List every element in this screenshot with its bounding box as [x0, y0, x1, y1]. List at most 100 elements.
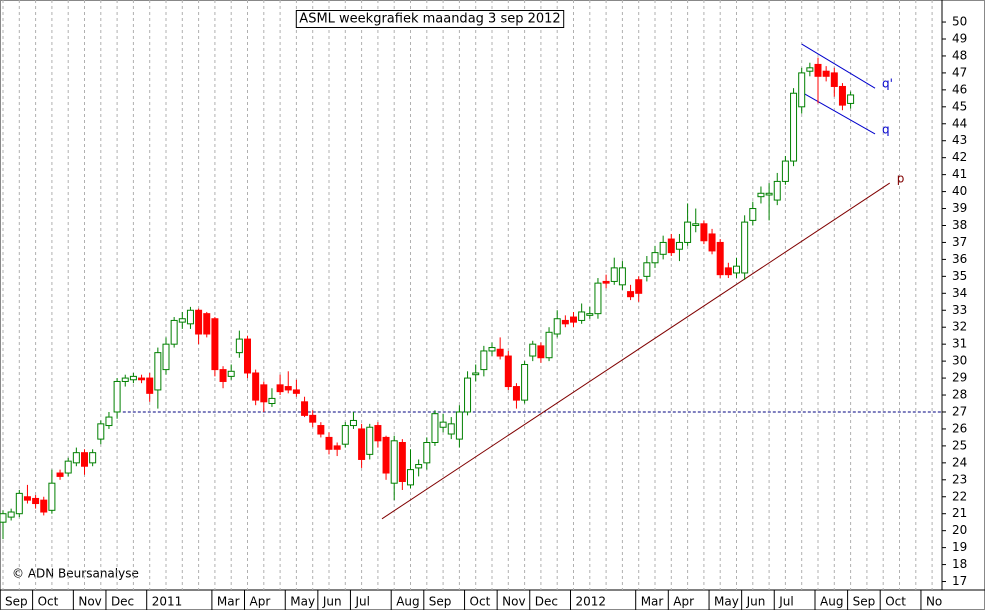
candle-body: [504, 355, 512, 388]
y-tick-label: 27: [952, 404, 967, 418]
trend-label: q: [882, 122, 890, 136]
footer: © ADN Beursanalyse: [12, 567, 139, 581]
y-tick-label: 28: [952, 388, 967, 402]
candle-body: [570, 316, 577, 323]
y-tick-label: 38: [952, 218, 967, 232]
y-tick-label: 49: [952, 31, 967, 45]
candle-body: [138, 377, 146, 381]
y-tick-label: 50: [952, 15, 967, 29]
candle-body: [301, 401, 309, 416]
candle-body: [72, 452, 80, 464]
y-tick-label: 22: [952, 489, 967, 503]
x-tick-label: Apr: [673, 595, 694, 609]
candle-body: [545, 331, 553, 359]
candle-body: [154, 352, 162, 391]
candle-body: [7, 511, 15, 518]
candle-body: [651, 252, 659, 264]
candle-body: [529, 343, 537, 357]
candle-body: [724, 267, 732, 276]
x-tick-label: No: [926, 595, 942, 609]
y-tick-label: 39: [952, 201, 967, 215]
candle-body: [423, 442, 431, 464]
y-tick-label: 35: [952, 269, 967, 283]
y-tick-label: 18: [952, 557, 967, 571]
candle-body: [757, 192, 765, 198]
candle-body: [838, 85, 846, 106]
candle-body: [268, 397, 276, 405]
candle-body: [89, 452, 97, 464]
x-tick-label: Nov: [78, 595, 101, 609]
y-tick-label: 47: [952, 65, 967, 79]
y-tick-label: 25: [952, 438, 967, 452]
candle-body: [643, 262, 651, 277]
x-tick-label: Nov: [502, 595, 525, 609]
y-tick-label: 43: [952, 133, 967, 147]
x-tick-label: May: [714, 595, 739, 609]
candle-body: [716, 241, 724, 276]
candle-body: [781, 160, 789, 182]
y-tick-label: 32: [952, 320, 967, 334]
candle-body: [398, 442, 406, 482]
candle-body: [684, 221, 692, 243]
candle-body: [105, 416, 113, 427]
candle-body: [113, 380, 121, 413]
candle-body: [627, 291, 635, 298]
candle-body: [211, 318, 219, 371]
candle-body: [252, 372, 260, 401]
candle-body: [480, 350, 488, 371]
x-tick-label: Oct: [470, 595, 491, 609]
candle-body: [284, 386, 292, 391]
y-tick-label: 31: [952, 337, 967, 351]
y-tick-label: 29: [952, 371, 967, 385]
candle-body: [464, 377, 472, 413]
trend-label: q': [882, 77, 893, 91]
y-tick-label: 45: [952, 99, 967, 113]
candle-body: [244, 338, 251, 374]
x-tick-label: Oct: [885, 595, 906, 609]
x-tick-label: Mar: [641, 595, 664, 609]
candle-body: [521, 364, 529, 401]
candle-body: [692, 223, 700, 226]
candle-body: [749, 208, 757, 221]
candle-body: [170, 319, 178, 345]
candle-body: [765, 192, 773, 196]
x-tick-label: Dec: [111, 595, 134, 609]
candle-body: [447, 423, 455, 435]
candle-body: [382, 436, 390, 474]
candle-body: [56, 472, 64, 477]
x-tick-label: May: [290, 595, 315, 609]
x-tick-label: Mar: [217, 595, 240, 609]
candle-body: [186, 309, 194, 325]
candle-body: [48, 482, 56, 511]
candle-body: [129, 375, 137, 381]
candle-body: [553, 318, 561, 335]
x-tick-label: Jul: [778, 595, 793, 609]
candle-body: [594, 282, 602, 315]
trend-label: p: [897, 172, 905, 186]
y-tick-label: 48: [952, 48, 967, 62]
candle-body: [537, 345, 545, 359]
candle-body: [276, 384, 284, 393]
candle-body: [23, 496, 31, 501]
candle-body: [741, 221, 749, 274]
candle-body: [586, 313, 594, 316]
candle-body: [64, 460, 72, 474]
candle-body: [162, 343, 170, 371]
y-tick-label: 41: [952, 167, 967, 181]
x-tick-label: 2012: [576, 595, 607, 609]
x-tick-label: Oct: [38, 595, 59, 609]
y-tick-label: 40: [952, 184, 967, 198]
candle-body: [618, 267, 626, 286]
candle-body: [292, 389, 300, 394]
candle-body: [635, 279, 643, 294]
candle-body: [178, 318, 186, 323]
candle-body: [488, 347, 496, 352]
candle-body: [512, 386, 520, 401]
candle-body: [195, 309, 203, 335]
y-tick-label: 42: [952, 150, 967, 164]
y-tick-label: 46: [952, 82, 967, 96]
candle-body: [358, 428, 366, 460]
candle-body: [317, 425, 325, 435]
candle-body: [822, 70, 830, 77]
candle-body: [219, 369, 227, 382]
